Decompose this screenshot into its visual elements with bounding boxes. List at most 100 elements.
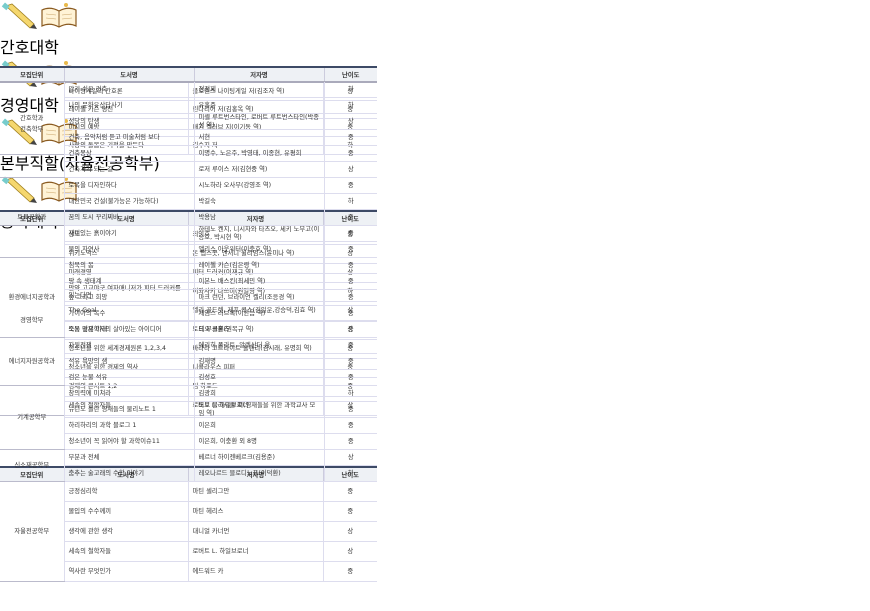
book-row: 생각에 관한 생각 대니얼 카너먼 상 <box>0 521 377 542</box>
book-row: 기계공학부 창의력에 미쳐라 김광희 하 <box>0 385 377 450</box>
level: 중 <box>323 353 377 370</box>
header-cell: 도서명 <box>63 67 194 82</box>
book-row: 자율전공학부 긍정심리학 마틴 셀리그만 중 <box>0 481 377 582</box>
book-title: 자원전쟁 <box>63 337 194 354</box>
level: 상 <box>323 113 377 130</box>
author: 레이첼 카슨(김은령 역) <box>193 257 324 274</box>
level: 상 <box>322 541 377 562</box>
author: 김재명 <box>193 353 324 370</box>
level: 상 <box>323 161 377 178</box>
book-title: 성당의 탄생 <box>63 113 194 130</box>
book-title: 석유 욕망의 샘 <box>63 353 194 370</box>
book-title: 세속의 철학자들 <box>63 541 188 562</box>
book-title: 꿈의 도시 꾸리찌바 <box>63 209 194 226</box>
book-row: 도둑 맞은 미래 테오 콜본(권복규 역) 중 <box>0 321 377 338</box>
book-title: 생각에 관한 생각 <box>63 521 188 542</box>
author: 레오나르드 믈로디노프(이덕환) <box>193 465 324 482</box>
author: 유홍준 <box>193 97 324 114</box>
book-row: 신소재공학부 부분과 전체 베르너 하이젠베르크(김용준) 상 <box>0 449 377 482</box>
unit-cell: 토목공학과 <box>0 177 64 258</box>
book-title: 가이아의 복수 <box>63 305 194 322</box>
book-title: 토목을 디자인하다 <box>63 177 194 194</box>
author: 이본느 배스킨(최세민 역) <box>193 273 324 290</box>
section-title: 간호대학 <box>0 38 59 57</box>
book-row: 몰입의 수수께끼 마틴 헤리스 중 <box>0 501 377 522</box>
author: 마틴 헤리스 <box>187 501 323 522</box>
book-title: 건축몽상 <box>63 145 194 162</box>
book-title: 대한민국 건설(불가능은 가능하다) <box>63 193 194 210</box>
book-row: 건축몽상 이명수, 노은주, 박영태, 이종현, 유평희 중 <box>0 145 377 162</box>
book-row: 물의 자연사 앨리스 아웃워터(이충호 역) 중 <box>0 241 377 258</box>
level: 중 <box>323 273 377 290</box>
level: 상 <box>323 449 377 466</box>
book-title: 알기 쉬운 건축 <box>63 81 194 98</box>
book-row: 뉴턴도 놀란 영재들의 물리노트 1 도쿄 물리서클 저(영재들을 위한 과학교사… <box>0 401 377 418</box>
book-row: 꿈의 도시 꾸리찌바 박용남 중 <box>0 209 377 226</box>
book-row: 건축, 음악처럼 듣고 미술처럼 보다 서현 중 <box>0 129 377 146</box>
author: 박길숙 <box>193 193 324 210</box>
author: 시노하라 오사무(강영조 역) <box>193 177 324 194</box>
level: 중 <box>323 305 377 322</box>
book-title: 춤추는 술고래의 수학 이야기 <box>63 465 194 482</box>
unit-cell: 자율전공학부 <box>0 481 64 582</box>
book-title: 부분과 전체 <box>63 449 194 466</box>
level: 중 <box>323 417 377 434</box>
book-row: 환경에너지공학과 침묵의 봄 레이첼 카슨(김은령 역) 중 <box>0 257 377 338</box>
book-row: 나의 문화유산답사기 유홍준 하 <box>0 97 377 114</box>
book-row: 토목공학과 토목을 디자인하다 시노하라 오사무(강영조 역) 중 <box>0 177 377 258</box>
unit-cell: 에너지자원공학과 <box>0 337 64 386</box>
pencil-icon <box>1 2 37 29</box>
book-title: 물의 자연사 <box>63 241 194 258</box>
book-row: 춤추는 술고래의 수학 이야기 레오나르드 믈로디노프(이덕환) 하 <box>0 465 377 482</box>
book-title: 하리하리의 과학 블로그 1 <box>63 417 194 434</box>
author: 하테노 켄지, 니시자와 타츠오, 세키 노부고(이승호, 박시현 역) <box>193 225 324 242</box>
book-row: 대한민국 건설(불가능은 가능하다) 박길숙 하 <box>0 193 377 210</box>
book-title: 창의력에 미쳐라 <box>63 385 194 402</box>
level: 중 <box>323 145 377 162</box>
author: 미셸 루트번스타인, 로버트 루트번스타인(박종성 역) <box>193 113 324 130</box>
header-cell: 난이도 <box>323 67 377 82</box>
book-row: 건축가가 되는 길 로저 루이스 저(김현중 역) 상 <box>0 161 377 178</box>
author: 로저 루이스 저(김현중 역) <box>193 161 324 178</box>
author: 이명수, 노은주, 박영태, 이종현, 유평희 <box>193 145 324 162</box>
author: 이은희 <box>193 417 324 434</box>
level: 상 <box>322 521 377 542</box>
level: 중 <box>323 369 377 386</box>
unit-cell: 환경에너지공학과 <box>0 257 64 338</box>
level: 중 <box>323 337 377 354</box>
level: 중 <box>323 225 377 242</box>
author: 테오 콜본(권복규 역) <box>193 321 324 338</box>
author: 에드워드 카 <box>187 561 323 582</box>
level: 중 <box>323 177 377 194</box>
author: 제임스 러브록(이한음 역) <box>193 305 324 322</box>
author: 이은희, 이충환 외 8명 <box>193 433 324 450</box>
book-row: 청소년이 꼭 읽어야 할 과학이슈11 이은희, 이충환 외 8명 중 <box>0 433 377 450</box>
header-cell: 모집단위 <box>0 67 64 82</box>
level: 하 <box>323 193 377 210</box>
book-table: 모집단위 도서명 저자명 난이도 자율전공학부 긍정심리학 마틴 셀리그만 중 몰입의 수수께끼… <box>0 466 377 582</box>
book-title: 역사란 무엇인가 <box>63 561 188 582</box>
book-title: 숲 그리고 희망 <box>63 289 194 306</box>
level: 하 <box>323 97 377 114</box>
title-banner: 간호대학 <box>0 0 377 58</box>
author: 정정제 <box>193 81 324 98</box>
book-title: 땅 속 생태계 <box>63 273 194 290</box>
book-title: 나의 문화유산답사기 <box>63 97 194 114</box>
book-row: 세속의 철학자들 로버트 L. 하일브로너 상 <box>0 541 377 562</box>
level: 중 <box>323 129 377 146</box>
level: 중 <box>323 433 377 450</box>
book-title: 재미있는 흙이야기 <box>63 225 194 242</box>
book-title: 뉴턴도 놀란 영재들의 물리노트 1 <box>63 401 194 418</box>
book-row: 검은 눈물 석유 김성호 중 <box>0 369 377 386</box>
author: 대니얼 카너먼 <box>187 521 323 542</box>
level: 중 <box>323 209 377 226</box>
level: 중 <box>322 481 377 502</box>
book-title: 긍정심리학 <box>63 481 188 502</box>
level: 하 <box>323 465 377 482</box>
author: 앨리스 아웃워터(이충호 역) <box>193 241 324 258</box>
